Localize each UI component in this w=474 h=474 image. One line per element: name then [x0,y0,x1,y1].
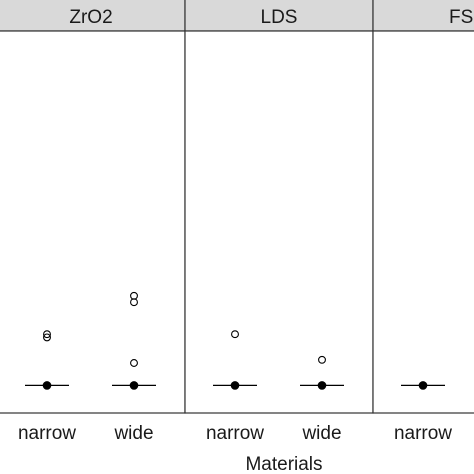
panels-layer: ZrO2narrowwideLDSnarrowwideFSFnarrowwide [0,0,474,444]
facet-panel: FSFnarrowwide [372,0,474,444]
outlier-point [130,291,138,300]
outlier-point [130,359,138,367]
facet-panel: ZrO2 narrow wide [0,0,186,444]
facet-plot-area [184,30,374,414]
median-point [129,381,139,390]
facet-panel: LDS narrow wide [184,0,374,444]
x-axis-title: Materials [245,454,322,474]
x-tick-label: narrow [206,423,264,444]
x-tick-label: narrow [18,423,76,444]
facet-strip-label: FSF [449,7,474,28]
facet-strip-label: LDS [261,7,298,28]
facet-plot-area [372,30,474,414]
outlier-point [43,330,51,339]
outlier-point [318,355,326,364]
median-point [317,381,327,390]
facet-plot-area [0,30,186,414]
median-point [230,381,240,390]
median-point [42,381,52,390]
outlier-point [231,330,239,339]
x-tick-label: narrow [394,423,452,444]
facet-strip [184,0,374,32]
facet-strip-label: ZrO2 [69,7,112,28]
x-tick-label: wide [301,423,341,444]
x-tick-label: wide [113,423,153,444]
outlier-point [43,333,51,342]
median-point [418,381,428,390]
